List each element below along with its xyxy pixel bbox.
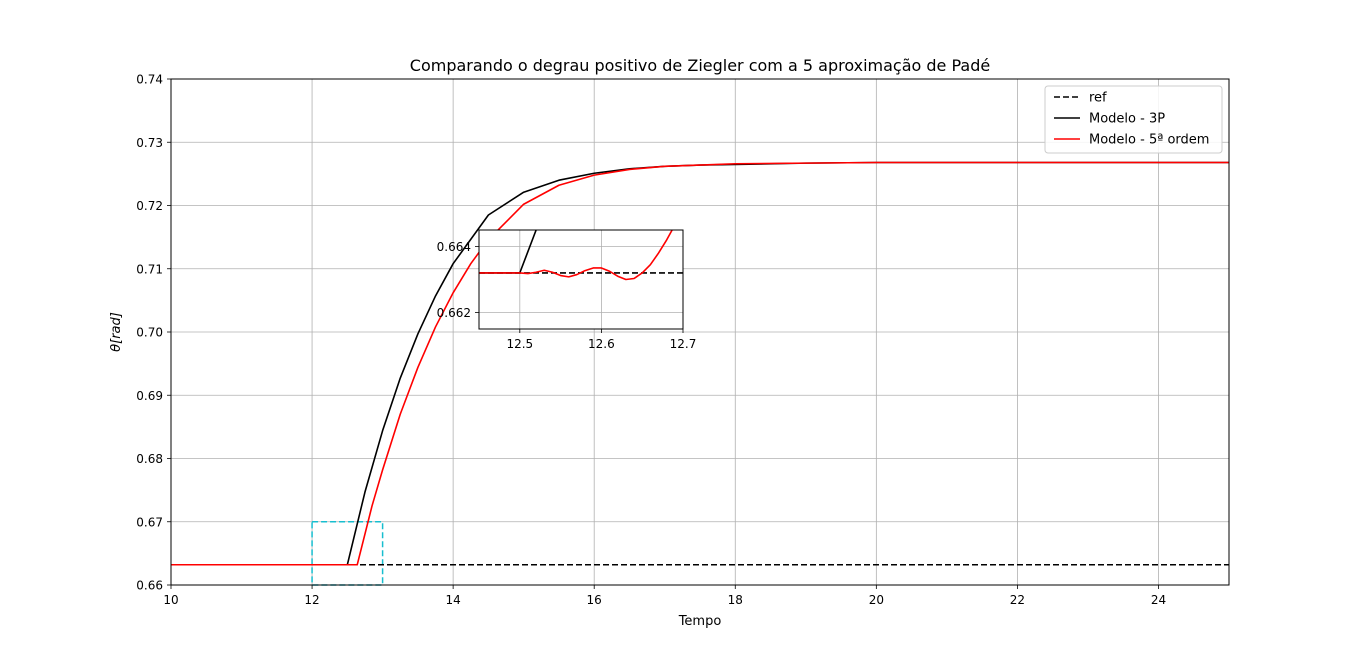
legend: ref Modelo - 3P Modelo - 5ª ordem [1044, 85, 1223, 154]
main-series-group [171, 161, 1229, 566]
main-x-tick-label: 18 [728, 593, 743, 607]
legend-label: Modelo - 3P [1089, 112, 1165, 127]
legend-label: Modelo - 5ª ordem [1089, 133, 1209, 148]
inset-y-tick-label: 0.664 [437, 240, 471, 254]
main-y-tick-label: 0.72 [136, 199, 163, 213]
main-y-tick-label: 0.69 [136, 389, 163, 403]
main-modelo-5a-ordem-line [171, 161, 1229, 566]
legend-box [1044, 85, 1223, 154]
main-x-tick-label: 24 [1151, 593, 1166, 607]
chart-title: Comparando o degrau positivo de Ziegler … [410, 56, 990, 75]
legend-label: ref [1089, 91, 1107, 106]
inset-series-group [479, 230, 683, 281]
inset-y-tick-label: 0.662 [437, 306, 471, 320]
main-x-tick-label: 22 [1010, 593, 1025, 607]
main-x-tick-label: 10 [163, 593, 178, 607]
inset-axes-frame [478, 229, 684, 330]
main-x-tick-label: 14 [445, 593, 460, 607]
main-y-tick-label: 0.71 [136, 262, 163, 276]
main-y-tick-label: 0.70 [136, 326, 163, 340]
inset-x-tick-label: 12.7 [670, 337, 697, 351]
main-x-tick-label: 20 [869, 593, 884, 607]
inset-plot-area [479, 230, 683, 329]
main-axes: 10 12 14 16 18 20 22 24 0.66 0.67 0.68 0.69 0.70 0.71… [136, 73, 1230, 607]
main-axes-frame [170, 78, 1230, 586]
inset-x-tick-label: 12.6 [588, 337, 615, 351]
y-axis-label: θ[rad] [109, 312, 124, 352]
main-y-tick-label: 0.73 [136, 136, 163, 150]
inset-x-tick-label: 12.5 [506, 337, 533, 351]
main-y-tick-label: 0.66 [136, 579, 163, 593]
main-y-tick-label: 0.68 [136, 452, 163, 466]
main-x-tick-label: 12 [304, 593, 319, 607]
inset-axes: 12.5 12.6 12.7 0.662 0.664 [437, 229, 697, 351]
x-axis-label: Tempo [678, 614, 722, 629]
inset-modelo-5a-ordem-line [479, 230, 674, 281]
main-y-tick-label: 0.67 [136, 515, 163, 529]
main-x-tick-label: 16 [587, 593, 602, 607]
zoom-box [311, 521, 384, 586]
main-y-tick-label: 0.74 [136, 73, 163, 87]
